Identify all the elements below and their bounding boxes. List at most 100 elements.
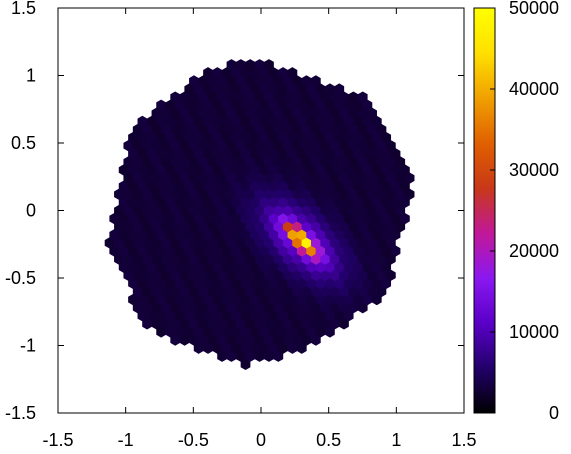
hex-bin xyxy=(315,131,326,144)
hex-bin xyxy=(146,310,157,322)
hex-bin xyxy=(390,196,401,209)
hex-bin xyxy=(217,269,227,281)
hex-bin xyxy=(156,277,167,290)
hex-bin xyxy=(329,253,340,265)
hex-bin xyxy=(231,67,242,79)
hex-bin xyxy=(395,172,406,184)
hex-bin xyxy=(198,334,209,346)
hex-bin xyxy=(226,253,237,265)
hex-bin xyxy=(137,196,148,209)
hex-bin xyxy=(118,180,129,192)
hex-bin xyxy=(348,156,359,168)
hex-bin xyxy=(123,172,134,184)
hex-bin xyxy=(221,131,232,144)
hex-bin xyxy=(301,188,312,200)
hex-bin xyxy=(142,156,152,168)
hex-bin xyxy=(254,91,265,103)
hex-bin xyxy=(189,204,199,217)
hex-bin xyxy=(268,83,279,95)
hex-bin xyxy=(207,172,218,184)
hex-bin xyxy=(343,277,354,290)
hex-bin xyxy=(198,75,209,87)
hex-bin xyxy=(179,140,190,152)
hex-bin xyxy=(282,318,293,330)
hex-bin xyxy=(128,229,138,241)
hex-bin xyxy=(193,164,204,176)
hex-bin xyxy=(128,148,138,160)
hex-bin xyxy=(189,91,199,103)
hex-bin xyxy=(296,83,307,95)
hex-bin xyxy=(221,67,232,79)
hex-bin xyxy=(193,196,204,209)
hex-bin xyxy=(156,212,167,225)
hex-bin xyxy=(292,140,302,152)
hex-bin xyxy=(357,188,368,200)
hex-bin xyxy=(254,172,265,184)
hex-bin xyxy=(189,156,199,168)
hex-bin xyxy=(160,302,171,314)
hex-bin xyxy=(273,302,284,314)
hex-bin xyxy=(114,237,124,249)
hex-bin xyxy=(343,261,354,273)
hex-bin xyxy=(207,188,218,200)
hex-bin xyxy=(362,148,373,160)
hex-bin xyxy=(329,285,340,298)
hex-bin xyxy=(357,91,368,103)
hex-bin xyxy=(264,253,274,265)
hex-bin xyxy=(198,204,209,217)
hex-bin xyxy=(273,123,284,136)
hex-bin xyxy=(160,172,171,184)
hex-bin xyxy=(151,237,162,249)
hex-bin xyxy=(278,83,288,95)
hex-bin xyxy=(371,277,382,290)
hex-bin xyxy=(325,293,335,306)
hex-bin xyxy=(371,293,382,306)
hex-bin xyxy=(259,115,270,128)
hex-bin xyxy=(240,229,251,241)
x-axis: -1.5 -1 -0.5 0 0.5 1 1.5 xyxy=(42,8,477,450)
hex-bin xyxy=(357,204,368,217)
hex-bin xyxy=(142,140,152,152)
hex-bin xyxy=(203,261,213,273)
hex-bin xyxy=(175,180,185,192)
hex-bin xyxy=(250,310,260,322)
hex-bin xyxy=(315,245,326,257)
hex-bin xyxy=(278,229,288,241)
hex-bin xyxy=(292,285,302,298)
hex-bin xyxy=(339,140,349,152)
hex-bin xyxy=(385,221,396,233)
hex-bin xyxy=(371,180,382,192)
hex-bin xyxy=(170,204,181,217)
hex-bin xyxy=(381,212,392,225)
hex-bin xyxy=(142,253,152,265)
hex-bin xyxy=(371,245,382,257)
hex-bin xyxy=(198,253,209,265)
hex-bin xyxy=(179,172,190,184)
hex-bin xyxy=(273,334,284,346)
hex-bin xyxy=(395,188,406,200)
hex-bin xyxy=(250,148,260,160)
hex-bin xyxy=(189,302,199,314)
hex-bin xyxy=(353,229,363,241)
hex-bin xyxy=(367,253,377,265)
hex-bin xyxy=(146,229,157,241)
hex-bin xyxy=(203,245,213,257)
hex-bin xyxy=(296,99,307,111)
hex-bin xyxy=(376,237,387,249)
hex-bin xyxy=(329,204,340,217)
x-tick-label: -1 xyxy=(118,430,134,450)
hex-bin xyxy=(137,245,148,257)
hex-bin xyxy=(254,318,265,330)
hex-bin xyxy=(179,188,190,200)
hex-bin xyxy=(240,115,251,128)
hex-bin xyxy=(385,204,396,217)
hex-bin xyxy=(151,285,162,298)
hex-bin xyxy=(226,172,237,184)
hex-bin xyxy=(259,277,270,290)
x-tick-label: 1 xyxy=(391,430,401,450)
hex-bin xyxy=(198,107,209,119)
hex-bin xyxy=(343,131,354,144)
hex-bin xyxy=(348,221,359,233)
hex-bin xyxy=(348,188,359,200)
hex-bin xyxy=(179,334,190,346)
